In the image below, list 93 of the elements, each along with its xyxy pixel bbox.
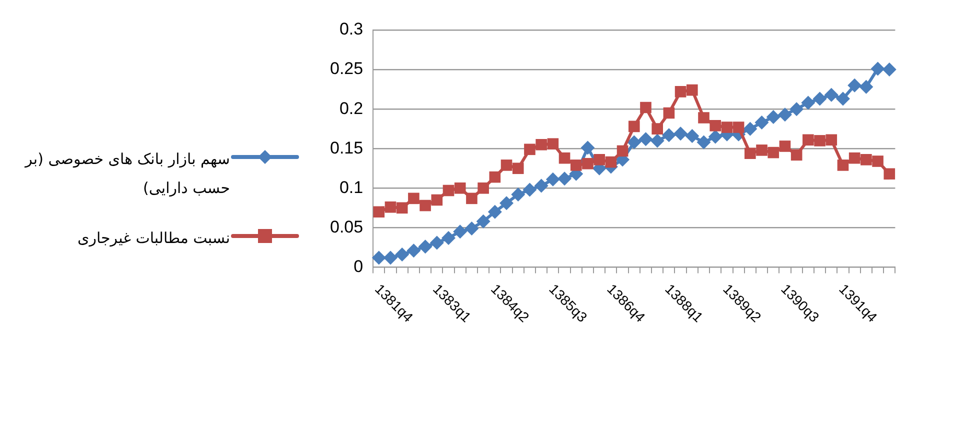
point [454, 182, 466, 194]
point [685, 128, 700, 143]
point [674, 126, 688, 141]
point [442, 230, 456, 245]
point [848, 152, 860, 164]
point [511, 187, 526, 202]
point [430, 236, 444, 250]
point [824, 88, 838, 102]
point [594, 154, 605, 166]
point [721, 122, 733, 133]
point [859, 80, 874, 94]
point [802, 134, 814, 146]
point [790, 102, 804, 116]
point [778, 108, 792, 122]
point [640, 102, 652, 114]
point [431, 194, 443, 206]
y-tick-label: 0.15 [330, 138, 364, 158]
y-tick-label: 0.05 [330, 217, 364, 236]
point [546, 172, 560, 186]
point [801, 96, 816, 110]
point [558, 172, 572, 186]
point [372, 250, 386, 265]
point [406, 244, 421, 258]
point [476, 214, 490, 228]
point [558, 152, 570, 164]
y-tick-label: 0.2 [339, 98, 364, 118]
point [628, 120, 640, 132]
point [605, 156, 617, 168]
point [500, 160, 512, 171]
point [882, 62, 896, 77]
point [418, 240, 432, 254]
point [837, 160, 849, 171]
point [570, 160, 582, 171]
point [638, 132, 653, 146]
legend-label: نسبت مطالبات غیرجاری [76, 228, 230, 249]
point [536, 138, 547, 150]
point [466, 192, 478, 204]
point [848, 78, 862, 92]
point [488, 204, 502, 219]
legend-label: سهم بازار بانک های خصوصی (بر حسب دارایی) [24, 149, 230, 199]
point [826, 134, 838, 146]
point [732, 122, 744, 133]
point [756, 144, 768, 156]
point [547, 138, 559, 150]
point [686, 84, 698, 96]
point [708, 130, 722, 144]
point [814, 135, 826, 146]
point [754, 116, 769, 130]
point [478, 182, 489, 194]
point [396, 202, 408, 214]
point [512, 162, 524, 174]
point [744, 148, 756, 159]
point [384, 201, 396, 213]
point [442, 184, 454, 196]
point [790, 149, 802, 161]
point [464, 221, 479, 236]
point [582, 158, 594, 170]
point [768, 146, 780, 158]
point [674, 86, 686, 98]
point [650, 134, 664, 148]
y-tick-label: 0 [354, 256, 364, 276]
point [860, 154, 872, 166]
point [616, 145, 628, 157]
point [500, 196, 514, 210]
point [836, 92, 850, 106]
y-tick-label: 0.3 [339, 20, 364, 39]
y-tick-label: 0.25 [330, 59, 364, 78]
point [870, 62, 885, 76]
point [383, 250, 398, 265]
point [884, 168, 896, 180]
point [812, 92, 827, 106]
point [522, 182, 537, 197]
point [696, 135, 711, 150]
point [489, 171, 501, 183]
point [662, 128, 676, 142]
point [453, 224, 468, 239]
point [373, 206, 385, 218]
point [710, 120, 722, 132]
point [627, 135, 642, 150]
point [766, 110, 780, 124]
point [652, 123, 663, 134]
point [420, 200, 431, 212]
point [663, 107, 675, 119]
point [872, 156, 884, 167]
point [698, 112, 710, 124]
point [779, 140, 791, 152]
y-tick-label: 0.1 [339, 178, 364, 197]
point [408, 192, 420, 204]
point [524, 144, 536, 156]
point [580, 140, 595, 155]
point [395, 248, 410, 262]
point [743, 122, 758, 136]
point [534, 178, 548, 193]
